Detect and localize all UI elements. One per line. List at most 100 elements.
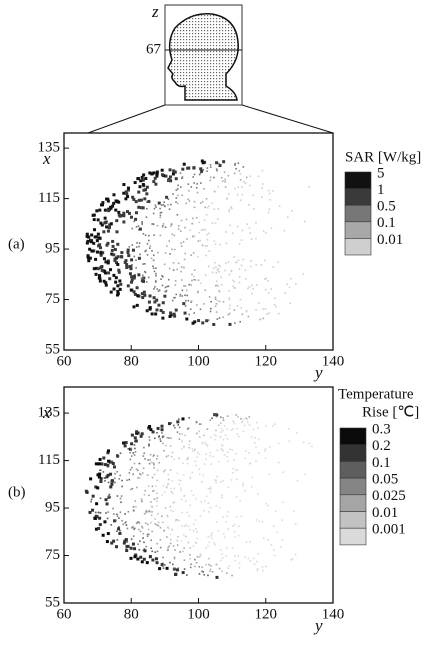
texture-dot [238,281,241,284]
texture-dot [308,186,311,188]
texture-dot [217,530,220,532]
texture-dot [225,242,228,245]
legend-label: 0.001 [372,522,406,538]
texture-dot [103,208,107,212]
texture-dot [95,515,99,519]
texture-dot [217,285,220,288]
texture-dot [136,469,139,472]
texture-dot [261,566,264,568]
texture-dot [228,297,230,299]
legend-title: Rise [℃] [362,404,419,420]
texture-dot [181,279,183,281]
texture-dot [145,207,148,210]
texture-dot [157,201,161,205]
legend-label: 5 [377,165,385,181]
texture-dot [136,294,140,298]
texture-dot [235,261,238,264]
texture-dot [151,476,154,479]
texture-dot [139,555,143,559]
texture-dot [94,527,98,531]
texture-dot [236,225,239,228]
texture-dot [147,426,151,430]
texture-dot [188,313,190,316]
texture-dot [144,177,148,181]
texture-dot [201,441,203,444]
texture-dot [165,486,168,489]
texture-dot [188,514,191,517]
texture-dot [199,553,202,556]
texture-dot [308,442,311,445]
texture-dot [199,282,202,285]
texture-dot [228,298,231,301]
texture-dot [155,280,157,282]
texture-dot [91,494,95,498]
texture-dot [199,308,202,311]
texture-dot [208,295,211,298]
texture-dot [169,179,173,183]
texture-dot [262,230,265,232]
texture-dot [113,247,117,251]
texture-dot [240,307,242,309]
texture-dot [247,315,250,318]
texture-dot [220,496,223,499]
texture-dot [180,489,182,491]
texture-dot [228,289,231,292]
texture-dot [100,462,104,466]
texture-dot [207,265,210,268]
texture-dot [133,527,136,530]
texture-dot [171,528,174,531]
texture-dot [182,462,184,465]
texture-dot [117,200,121,204]
texture-dot [166,516,169,518]
texture-dot [112,253,116,257]
texture-dot [105,243,109,247]
texture-dot [210,307,212,310]
texture-dot [98,472,102,476]
texture-dot [223,536,226,539]
texture-dot [135,303,139,307]
texture-dot [205,547,207,549]
texture-dot [190,563,192,566]
texture-dot [120,251,124,255]
texture-dot [166,245,168,247]
texture-dot [158,289,161,291]
y-tick-label: 135 [38,140,61,156]
texture-dot [149,428,153,432]
texture-dot [203,463,206,466]
texture-dot [152,259,155,262]
texture-dot [152,180,156,184]
texture-dot [219,422,222,425]
texture-dot [270,544,273,546]
texture-dot [245,417,247,419]
texture-dot [202,303,205,305]
texture-dot [216,284,219,286]
x-tick-label: 140 [322,353,345,369]
texture-dot [164,286,167,289]
texture-dot [178,426,181,429]
texture-dot [272,190,274,192]
texture-dot [197,256,199,258]
texture-dot [140,279,144,283]
texture-dot [193,200,196,203]
x-tick-label: 80 [124,606,139,622]
texture-dot [143,494,146,496]
texture-dot [227,193,230,195]
texture-dot [176,568,180,572]
legend-label: 0.05 [372,472,398,488]
texture-dot [117,268,121,272]
texture-dot [106,532,110,536]
texture-dot [176,420,180,424]
texture-dot [150,501,152,503]
texture-dot [228,273,231,276]
texture-dot [169,445,172,447]
texture-dot [248,286,251,288]
texture-dot [183,445,185,448]
texture-dot [175,518,177,521]
texture-dot [113,477,116,480]
texture-dot [97,462,101,466]
texture-dot [270,288,272,290]
texture-dot [151,530,153,533]
texture-dot [213,190,216,193]
texture-dot [177,225,180,227]
texture-dot [196,531,198,533]
